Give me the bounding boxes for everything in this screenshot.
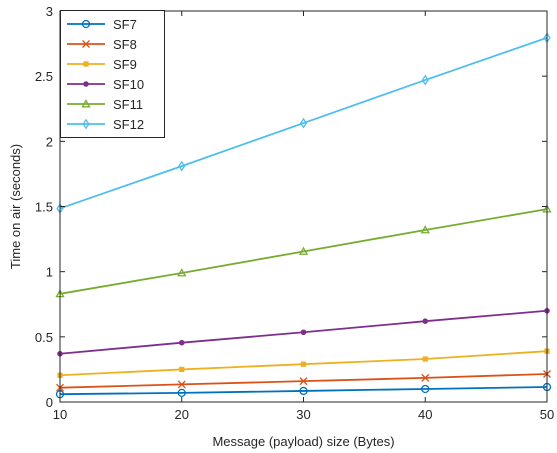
- legend-swatch: [67, 99, 105, 108]
- data-point-sf12: [421, 74, 429, 86]
- y-tick-label: 1: [46, 265, 53, 280]
- data-point-sf11: [177, 268, 187, 277]
- legend-entry-sf7: SF7: [61, 14, 164, 34]
- legend-entry-sf9: SF9: [61, 54, 164, 74]
- data-point-sf9: [300, 361, 307, 367]
- legend-marker: [81, 19, 91, 29]
- data-point-sf8: [177, 380, 186, 389]
- y-tick-label: 3: [46, 4, 53, 19]
- y-tick-label: 0.5: [35, 330, 53, 345]
- legend-entry-sf12: SF12: [61, 114, 164, 134]
- series-line-sf7: [59, 386, 548, 396]
- y-tick-label: 2: [46, 134, 53, 149]
- x-tick-label: 40: [418, 407, 432, 422]
- legend-label: SF11: [113, 96, 144, 112]
- data-point-sf7: [177, 388, 186, 398]
- data-point-sf12: [178, 160, 186, 172]
- legend-swatch: [67, 19, 105, 29]
- data-point-sf8: [299, 377, 308, 386]
- series-line-sf12: [59, 36, 548, 210]
- y-tick-label: 0: [46, 395, 53, 410]
- series-sf12: [56, 32, 551, 214]
- x-tick-label: 50: [540, 407, 554, 422]
- data-point-sf10: [178, 339, 185, 346]
- data-point-sf10: [422, 318, 429, 324]
- legend-entry-sf8: SF8: [61, 34, 164, 54]
- legend-swatch: [67, 81, 105, 87]
- data-point-sf12: [299, 117, 308, 129]
- x-tick-label: 20: [175, 407, 189, 422]
- legend-entry-sf10: SF10: [61, 74, 164, 94]
- data-point-sf7: [299, 386, 308, 396]
- series-line-sf11: [59, 208, 548, 295]
- legend-marker: [83, 61, 89, 67]
- data-point-sf11: [298, 246, 309, 255]
- x-axis-label: Message (payload) size (Bytes): [212, 434, 394, 449]
- legend-label: SF9: [113, 56, 137, 72]
- legend-marker: [82, 118, 90, 130]
- legend-label: SF7: [113, 16, 137, 32]
- x-tick-label: 30: [296, 407, 310, 422]
- data-point-sf10: [300, 329, 307, 336]
- series-sf10: [57, 307, 550, 357]
- legend-marker: [81, 99, 91, 108]
- legend-label: SF10: [113, 76, 145, 92]
- legend-marker: [83, 81, 89, 87]
- legend: SF7 SF8 SF9 SF10 SF11 SF12: [60, 10, 165, 138]
- series-sf9: [57, 348, 550, 378]
- legend-swatch: [67, 61, 105, 67]
- data-point-sf8: [421, 373, 430, 382]
- legend-swatch: [67, 40, 105, 48]
- series-sf11: [55, 204, 552, 298]
- legend-swatch: [67, 118, 105, 130]
- data-point-sf9: [422, 356, 428, 362]
- y-tick-label: 1.5: [35, 200, 53, 215]
- data-point-sf11: [420, 225, 430, 234]
- x-tick-label: 10: [53, 407, 67, 422]
- data-point-sf7: [421, 384, 430, 394]
- legend-marker: [82, 40, 90, 48]
- data-point-sf9: [179, 366, 185, 373]
- legend-label: SF8: [113, 36, 137, 52]
- y-axis-label: Time on air (seconds): [8, 144, 23, 269]
- y-tick-label: 2.5: [35, 69, 53, 84]
- legend-label: SF12: [113, 116, 145, 132]
- legend-entry-sf11: SF11: [61, 94, 164, 114]
